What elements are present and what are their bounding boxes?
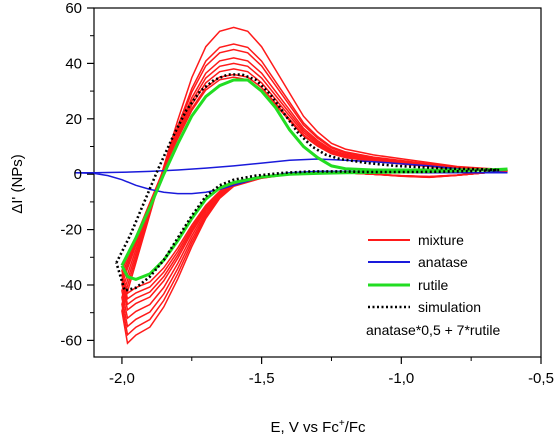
y-tick-label: -40 (60, 277, 82, 294)
y-axis: 60 40 20 0 -20 -40 -60 (60, 0, 94, 349)
x-tick-label: -2,0 (109, 370, 135, 387)
simulation-curve (115, 73, 500, 293)
x-tick-label: -0,5 (528, 370, 554, 387)
legend: mixture anatase rutile simulation anatas… (366, 232, 500, 338)
y-tick-label: -20 (60, 222, 82, 239)
mixture-curve (121, 48, 508, 328)
plot-frame (93, 7, 542, 358)
y-tick-label: 20 (65, 111, 82, 128)
x-tick-label: -1,0 (388, 370, 414, 387)
legend-label-simulation: simulation (418, 299, 481, 315)
legend-label-mixture: mixture (418, 232, 464, 248)
y-axis-title: ΔI' (NPs) (9, 154, 26, 214)
x-tick-label: -1,5 (249, 370, 275, 387)
mixture-curve (121, 57, 508, 320)
legend-note: anatase*0,5 + 7*rutile (366, 322, 500, 338)
y-tick-label: 60 (65, 0, 82, 17)
y-tick-label: 40 (65, 55, 82, 72)
legend-label-rutile: rutile (418, 277, 449, 293)
x-axis-title-sup: + (339, 418, 345, 429)
mixture-curve (121, 26, 508, 345)
y-tick-label: 0 (74, 166, 82, 183)
legend-label-anatase: anatase (418, 254, 468, 270)
x-axis-title-suffix: /Fc (345, 419, 366, 436)
x-axis-title: E, V vs Fc+/Fc (270, 418, 366, 436)
mixture-curve (121, 43, 508, 337)
x-axis-title-prefix: E, V vs Fc (270, 419, 339, 436)
y-tick-label: -60 (60, 332, 82, 349)
x-axis: -2,0 -1,5 -1,0 -0,5 (109, 357, 554, 387)
series-layer (74, 26, 508, 345)
